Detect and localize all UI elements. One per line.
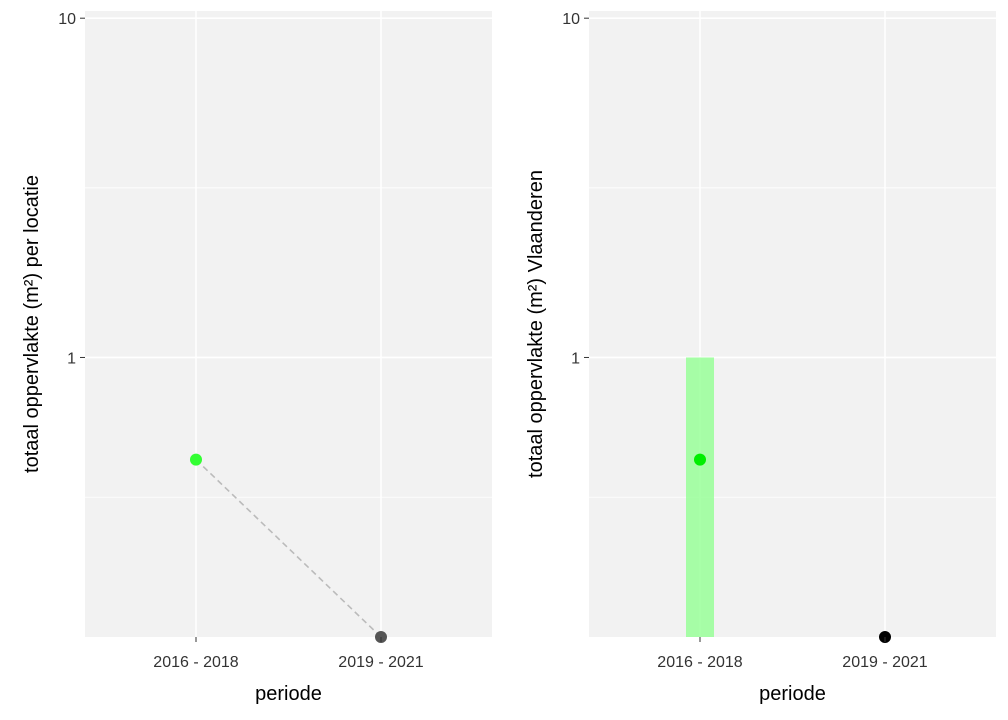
y-tick-label: 1	[571, 350, 580, 367]
y-axis-title: totaal oppervlakte (m²) Vlaanderen	[525, 170, 547, 478]
y-tick-label: 1	[67, 350, 76, 367]
data-point-1	[190, 453, 202, 466]
connector-line	[195, 459, 382, 638]
y-axis-title: totaal oppervlakte (m²) per locatie	[21, 175, 43, 473]
y-tick-label: 10	[58, 11, 76, 28]
x-tick-label: 2016 - 2018	[153, 654, 239, 671]
y-tick-label: 10	[562, 11, 580, 28]
x-tick-label: 2016 - 2018	[657, 654, 743, 671]
x-axis-title: periode	[759, 683, 826, 705]
interval-bar	[686, 357, 714, 637]
data-point-1	[694, 453, 706, 466]
x-tick-label: 2019 - 2021	[338, 654, 424, 671]
x-axis-title: periode	[255, 683, 322, 705]
x-tick-label: 2019 - 2021	[842, 654, 928, 671]
panel-background-1	[85, 11, 492, 637]
panel-background-2	[589, 11, 996, 637]
